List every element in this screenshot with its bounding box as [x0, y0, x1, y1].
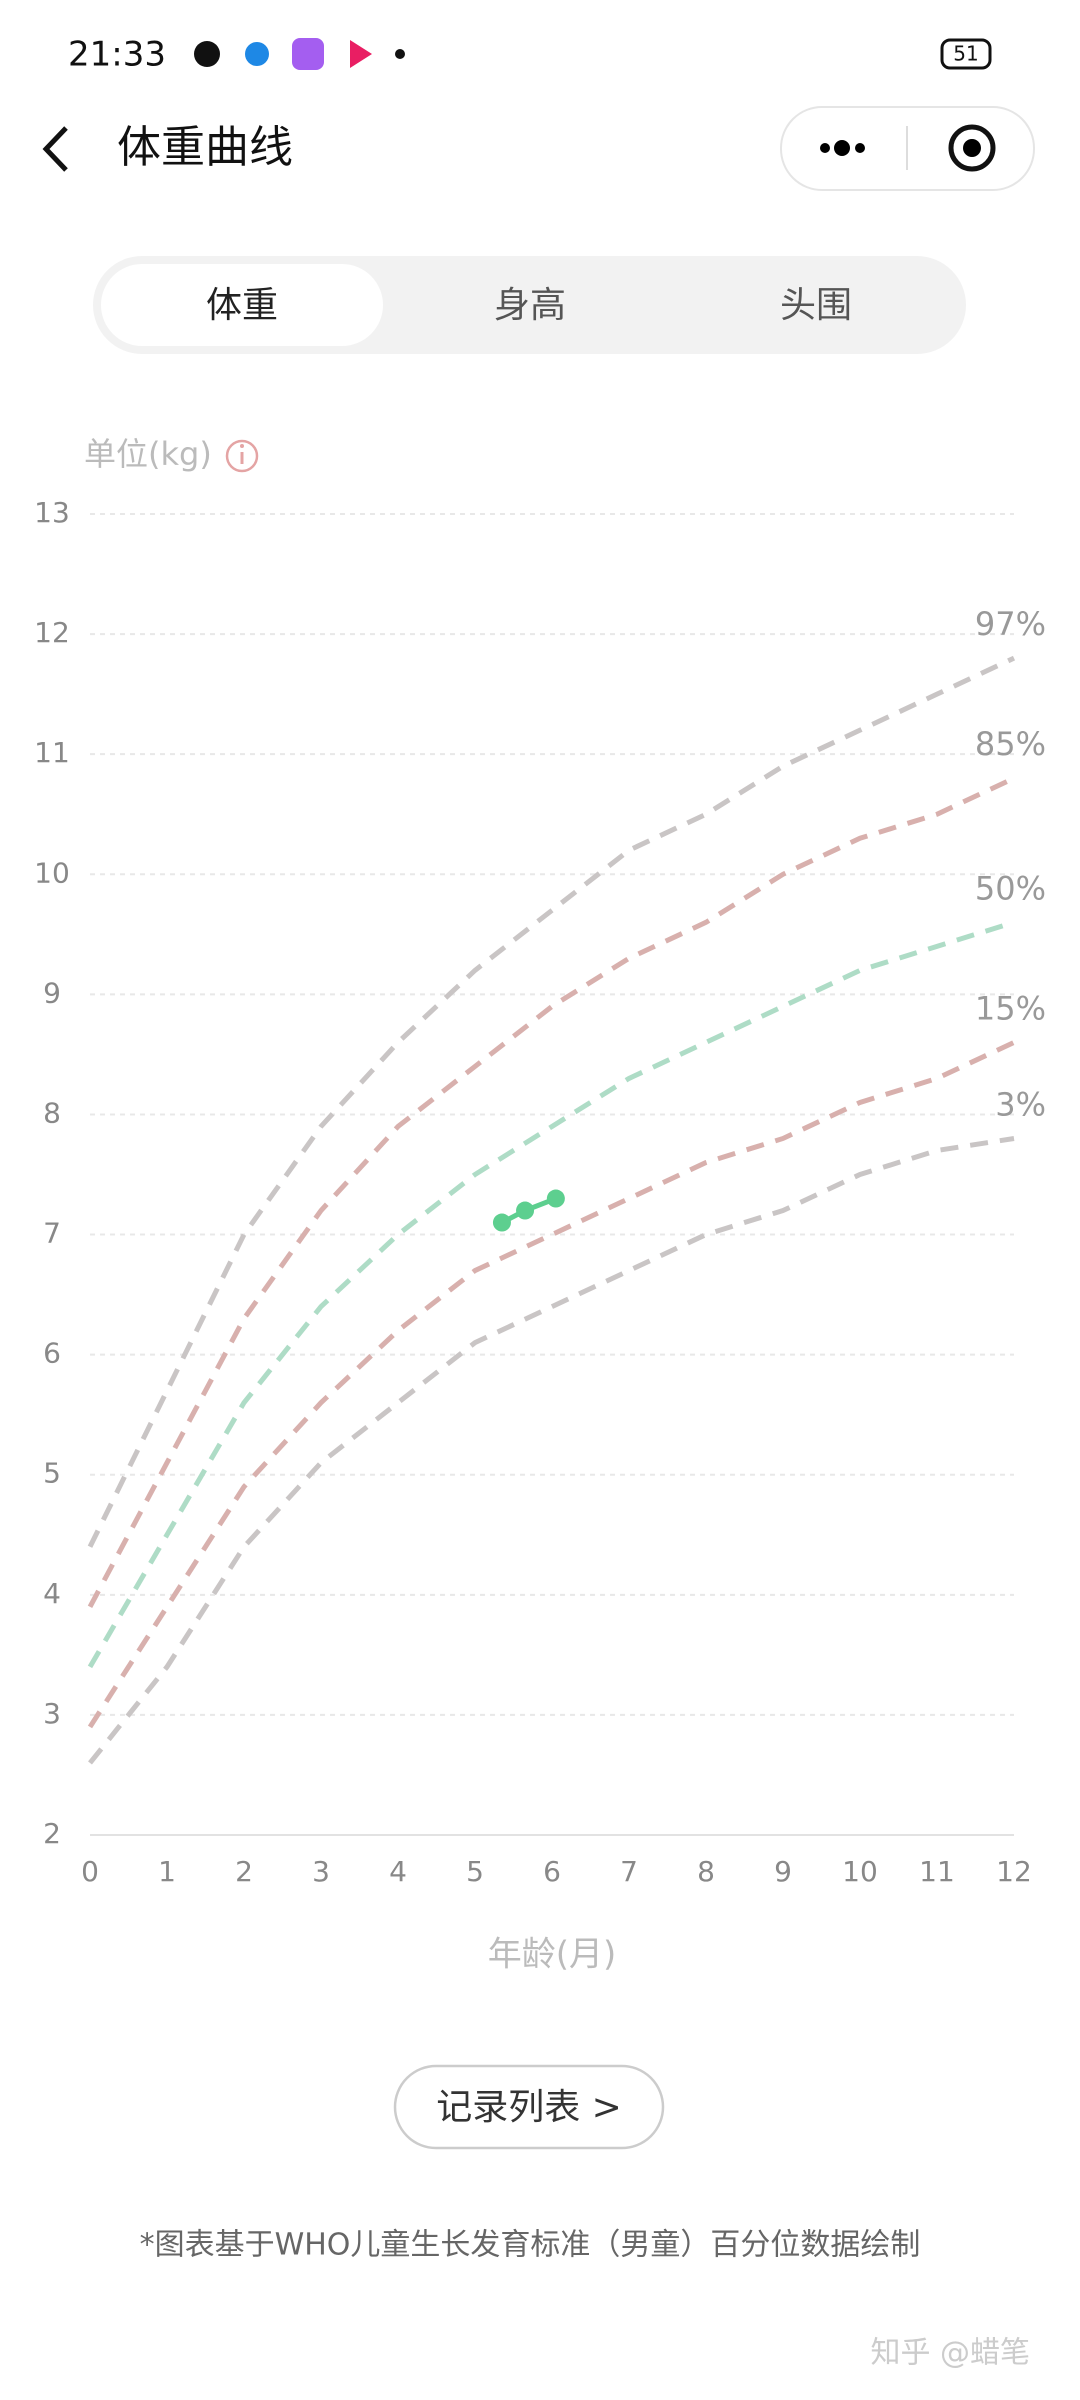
x-tick-label: 12: [996, 1855, 1032, 1888]
x-tick-label: 2: [235, 1855, 253, 1888]
x-tick-label: 4: [389, 1855, 407, 1888]
y-tick-label: 9: [43, 976, 61, 1009]
series-label: 50%: [975, 869, 1046, 907]
percentile-curve: [87, 655, 1016, 1548]
tab-selected: [101, 264, 383, 346]
y-tick-label: 10: [34, 856, 70, 889]
close-button[interactable]: [948, 124, 996, 172]
tab[interactable]: 体重: [206, 285, 278, 326]
y-tick-label: 5: [43, 1457, 61, 1490]
series-label: 97%: [975, 605, 1046, 643]
more-button[interactable]: [820, 140, 865, 156]
tab[interactable]: 身高: [494, 285, 566, 326]
record-point: [492, 1213, 511, 1232]
record-list-button[interactable]: [393, 2064, 665, 2150]
y-tick-label: 8: [43, 1096, 61, 1129]
record-list-label[interactable]: 记录列表 >: [436, 2087, 622, 2128]
percentile-curve: [87, 919, 1015, 1669]
series-label: 3%: [995, 1085, 1046, 1123]
y-tick-label: 13: [34, 496, 70, 529]
series-label: 85%: [975, 725, 1046, 763]
battery-level: 51: [953, 42, 978, 66]
y-tick-label: 7: [43, 1217, 61, 1250]
y-tick-label: 6: [43, 1337, 61, 1370]
y-tick-label: 3: [43, 1697, 61, 1730]
x-tick-label: 11: [919, 1855, 955, 1888]
y-tick-label: 2: [43, 1817, 61, 1850]
status-icons: [194, 38, 992, 70]
x-tick-label: 10: [842, 1855, 878, 1888]
y-tick-label: 4: [43, 1577, 61, 1610]
status-time: 21:33: [68, 35, 166, 75]
y-tick-label: 11: [34, 736, 70, 769]
x-tick-label: 1: [158, 1855, 176, 1888]
nav-title: 体重曲线: [117, 122, 293, 173]
x-tick-label: 7: [620, 1855, 638, 1888]
info-icon[interactable]: [225, 439, 259, 473]
percentile-curve: [87, 1040, 1016, 1729]
x-tick-label: 6: [543, 1855, 561, 1888]
record-point: [516, 1201, 535, 1220]
percentile-curve: [87, 775, 1016, 1609]
watermark: 知乎 @蜡笔: [870, 2336, 1030, 2371]
x-tick-label: 5: [466, 1855, 484, 1888]
footnote: *图表基于WHO儿童生长发育标准（男童）百分位数据绘制: [140, 2228, 921, 2263]
record-point: [546, 1189, 565, 1208]
x-axis-label: 年龄(月): [488, 1935, 617, 1975]
x-tick-label: 9: [774, 1855, 792, 1888]
x-tick-label: 8: [697, 1855, 715, 1888]
percentile-curve: [88, 1135, 1015, 1765]
x-tick-label: 3: [312, 1855, 330, 1888]
y-tick-label: 12: [34, 616, 70, 649]
back-button[interactable]: [42, 126, 68, 172]
x-tick-label: 0: [81, 1855, 99, 1888]
y-axis-label: 单位(kg): [84, 435, 212, 473]
tab[interactable]: 头围: [780, 285, 852, 326]
series-label: 15%: [975, 989, 1046, 1027]
